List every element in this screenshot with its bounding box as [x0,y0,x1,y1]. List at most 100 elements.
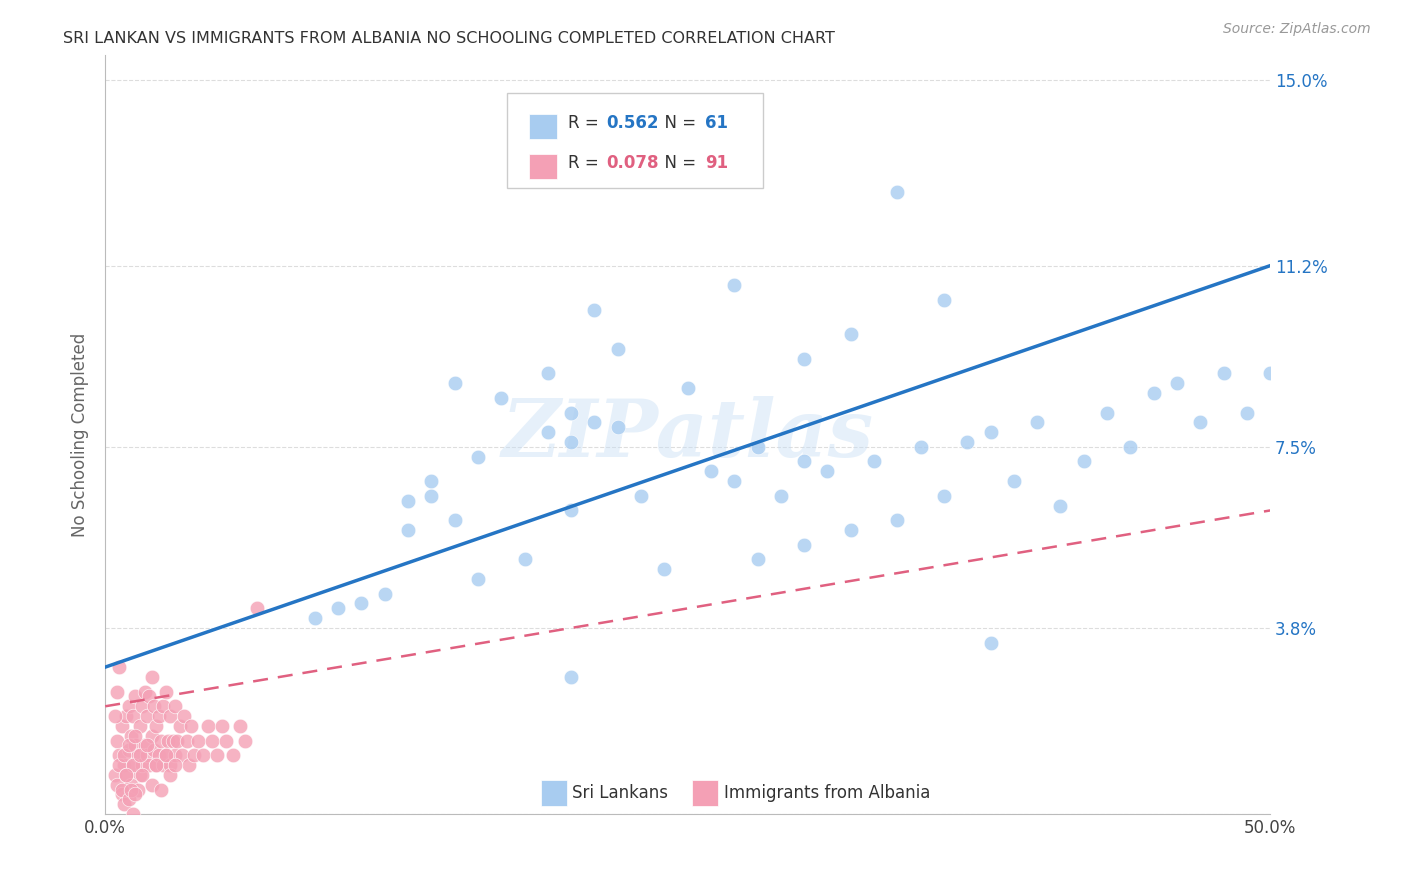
Point [148,748,170,763]
Text: 91: 91 [706,153,728,172]
Point [134,739,156,753]
Point [560,434,582,449]
Point [148,709,170,723]
Point [141,729,163,743]
Point [443,376,465,391]
Text: N =: N = [654,153,702,172]
FancyBboxPatch shape [692,780,718,805]
Point [191,748,214,763]
Point [127,782,149,797]
Point [110,782,132,797]
FancyBboxPatch shape [529,113,557,139]
Point [115,709,138,723]
Point [560,503,582,517]
Point [1258,367,1281,381]
Point [980,635,1002,649]
Point [131,768,153,782]
Point [491,391,513,405]
Point [630,489,652,503]
Point [127,748,149,763]
Point [215,733,238,747]
Point [1002,474,1025,488]
Point [122,758,145,772]
Point [1073,454,1095,468]
Y-axis label: No Schooling Completed: No Schooling Completed [72,333,89,537]
Point [141,778,163,792]
FancyBboxPatch shape [541,780,567,805]
Point [145,758,167,772]
Point [157,733,180,747]
Point [1143,386,1166,401]
Point [560,405,582,419]
Point [980,425,1002,439]
Point [103,709,125,723]
Point [112,758,135,772]
Point [103,768,125,782]
Point [180,719,202,733]
Point [129,748,152,763]
Point [304,611,326,625]
Point [108,748,131,763]
Point [143,743,166,757]
Point [723,131,745,145]
Point [723,474,745,488]
Text: 0.078: 0.078 [606,153,658,172]
Point [467,450,489,464]
Point [229,719,252,733]
Text: ZIPatlas: ZIPatlas [502,396,873,474]
Point [129,768,152,782]
Point [723,278,745,293]
Point [910,440,932,454]
Point [173,709,195,723]
Point [131,758,153,772]
Point [159,768,181,782]
Point [176,733,198,747]
Point [105,733,128,747]
Point [152,758,174,772]
Point [700,464,723,478]
Point [136,739,159,753]
Point [537,367,560,381]
Point [537,425,560,439]
Point [197,719,219,733]
Point [169,719,191,733]
Point [120,778,142,792]
Point [187,733,209,747]
Point [108,758,131,772]
Point [117,743,139,757]
Text: R =: R = [568,153,603,172]
Point [172,748,194,763]
Point [117,699,139,714]
FancyBboxPatch shape [529,153,557,178]
Point [145,719,167,733]
Point [138,758,160,772]
Point [676,381,699,395]
Point [396,523,419,537]
Text: 0.562: 0.562 [606,114,658,132]
Point [205,748,228,763]
Point [886,513,908,527]
Point [246,601,269,615]
Point [1026,415,1049,429]
Point [159,709,181,723]
Point [839,327,862,342]
Point [560,670,582,684]
Point [793,351,815,366]
Point [152,699,174,714]
Point [150,733,173,747]
Point [138,690,160,704]
Point [150,782,173,797]
Point [1095,405,1118,419]
Text: Source: ZipAtlas.com: Source: ZipAtlas.com [1223,22,1371,37]
Point [105,778,128,792]
Point [165,748,187,763]
Point [183,748,205,763]
Point [222,748,245,763]
Point [467,572,489,586]
Point [817,464,839,478]
Point [112,748,135,763]
Point [124,729,146,743]
Point [131,699,153,714]
Point [211,719,233,733]
Point [747,552,769,566]
